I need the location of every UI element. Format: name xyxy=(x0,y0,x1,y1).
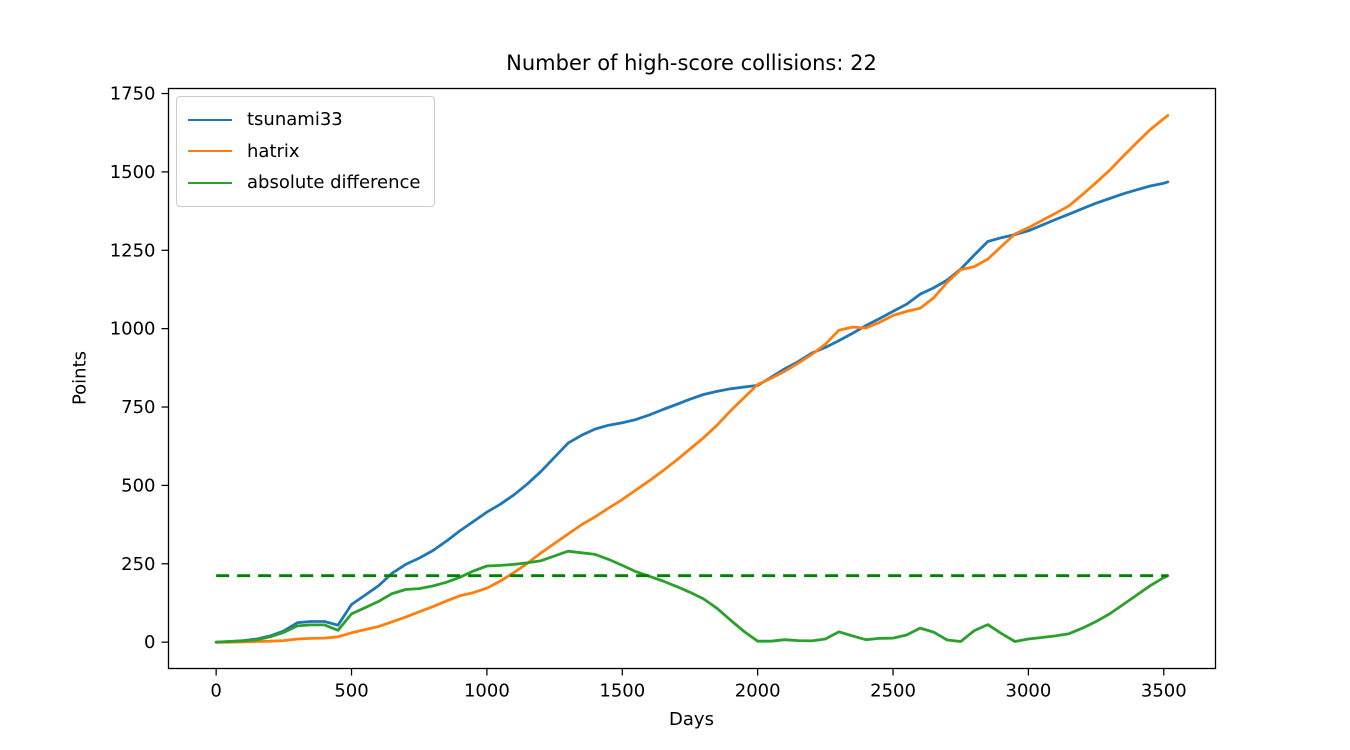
y-tick-label: 0 xyxy=(144,632,155,653)
plot-border xyxy=(167,87,1217,670)
x-tick-label: 1000 xyxy=(464,681,510,702)
legend-item-absolute-difference: absolute difference xyxy=(188,167,420,199)
y-tick-label: 1750 xyxy=(110,84,156,105)
x-tick-label: 1500 xyxy=(599,681,645,702)
legend-line-sample xyxy=(188,118,232,121)
y-tick-label: 500 xyxy=(121,475,155,496)
series-line-hatrix xyxy=(214,114,1170,644)
y-axis-label: Points xyxy=(69,350,91,406)
legend-line-sample xyxy=(188,181,232,184)
y-tick-label: 250 xyxy=(121,554,155,575)
y-tick-label: 1250 xyxy=(110,240,156,261)
y-tick-label: 1000 xyxy=(110,319,156,340)
legend-label: hatrix xyxy=(247,140,300,162)
x-tick-label: 3500 xyxy=(1141,681,1187,702)
chart-title: Number of high-score collisions: 22 xyxy=(506,51,877,75)
legend-line-sample xyxy=(188,150,232,153)
series-line-tsunami33 xyxy=(214,180,1170,644)
legend-item-tsunami33: tsunami33 xyxy=(188,104,420,136)
legend-label: absolute difference xyxy=(247,172,421,194)
y-tick-label: 1500 xyxy=(110,162,156,183)
legend: tsunami33 hatrix absolute difference xyxy=(176,96,436,207)
x-tick-label: 2000 xyxy=(735,681,781,702)
x-tick-label: 2500 xyxy=(870,681,916,702)
x-tick-label: 0 xyxy=(210,681,221,702)
x-tick-label: 500 xyxy=(334,681,368,702)
legend-item-hatrix: hatrix xyxy=(188,136,420,168)
legend-label: tsunami33 xyxy=(247,109,343,131)
x-tick-label: 3000 xyxy=(1006,681,1052,702)
y-tick-label: 750 xyxy=(121,397,155,418)
x-axis-label: Days xyxy=(669,709,714,730)
series-line-absolute-difference xyxy=(214,549,1170,644)
